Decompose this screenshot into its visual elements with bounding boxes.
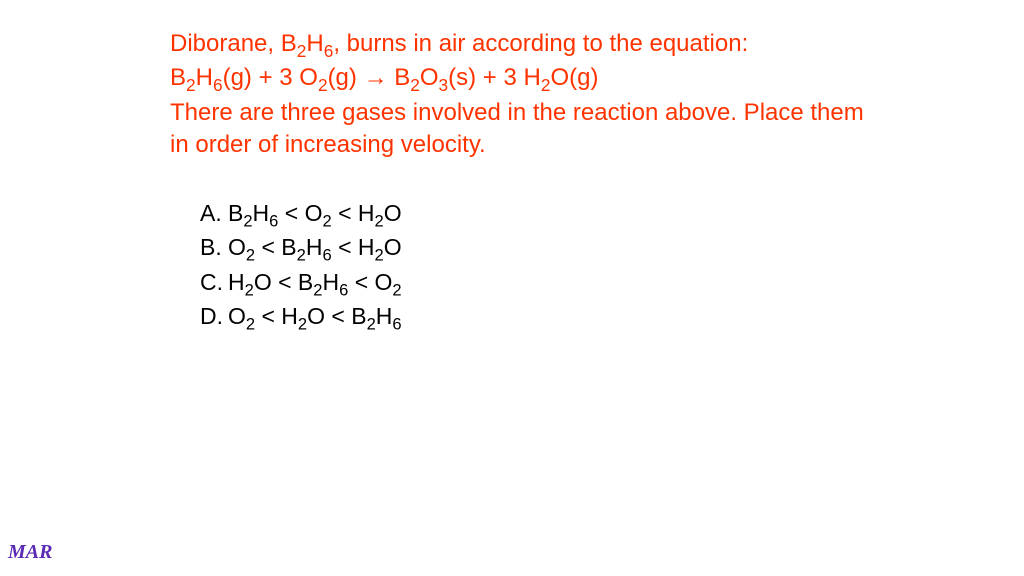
text: B	[170, 64, 186, 91]
text: O	[420, 64, 439, 91]
sub: 2	[186, 75, 196, 95]
text: (g) + 3 O	[223, 64, 318, 91]
option-text: B2H6 < O2 < H2O	[228, 196, 402, 231]
text: H	[196, 64, 213, 91]
option-text: H2O < B2H6 < O2	[228, 265, 402, 300]
t: < H	[332, 234, 375, 260]
t: < O	[348, 269, 392, 295]
sub: 2	[297, 41, 307, 61]
t: O	[228, 303, 246, 329]
t: O	[384, 234, 402, 260]
option-b: B. O2 < B2H6 < H2O	[200, 230, 870, 265]
t: O < B	[307, 303, 366, 329]
sub: 2	[297, 246, 306, 265]
text: O(g)	[550, 64, 598, 91]
sub: 6	[339, 280, 348, 299]
sub: 2	[246, 315, 255, 334]
sub: 2	[375, 211, 384, 230]
sub: 2	[246, 246, 255, 265]
t: H	[322, 269, 339, 295]
t: B	[228, 200, 243, 226]
sub: 2	[243, 211, 252, 230]
option-a: A. B2H6 < O2 < H2O	[200, 196, 870, 231]
sub: 6	[213, 75, 223, 95]
sub: 2	[298, 315, 307, 334]
sub: 3	[439, 75, 449, 95]
sub: 2	[392, 280, 401, 299]
option-letter: D.	[200, 299, 228, 334]
footer-signature: MAR	[8, 541, 52, 564]
sub: 6	[392, 315, 401, 334]
sub: 6	[324, 41, 334, 61]
sub: 2	[318, 75, 328, 95]
option-letter: B.	[200, 230, 228, 265]
text: H	[306, 30, 323, 57]
sub: 2	[410, 75, 420, 95]
question-equation: B2H6(g) + 3 O2(g) → B2O3(s) + 3 H2O(g)	[170, 62, 870, 94]
t: H	[376, 303, 393, 329]
option-letter: A.	[200, 196, 228, 231]
question-block: Diborane, B2H6, burns in air according t…	[170, 28, 870, 162]
option-text: O2 < B2H6 < H2O	[228, 230, 402, 265]
question-prompt: There are three gases involved in the re…	[170, 97, 870, 162]
option-c: C. H2O < B2H6 < O2	[200, 265, 870, 300]
question-intro: Diborane, B2H6, burns in air according t…	[170, 28, 870, 60]
text: (s) + 3 H	[448, 64, 541, 91]
t: < O	[278, 200, 322, 226]
option-text: O2 < H2O < B2H6	[228, 299, 402, 334]
t: < H	[255, 303, 298, 329]
t: H	[253, 200, 270, 226]
t: H	[306, 234, 323, 260]
sub: 2	[245, 280, 254, 299]
sub: 2	[541, 75, 551, 95]
text: Diborane, B	[170, 30, 297, 57]
t: H	[228, 269, 245, 295]
option-letter: C.	[200, 265, 228, 300]
sub: 6	[269, 211, 278, 230]
t: O < B	[254, 269, 313, 295]
t: O	[384, 200, 402, 226]
slide-content: Diborane, B2H6, burns in air according t…	[170, 28, 870, 334]
t: < B	[255, 234, 297, 260]
option-d: D. O2 < H2O < B2H6	[200, 299, 870, 334]
sub: 2	[375, 246, 384, 265]
sub: 2	[367, 315, 376, 334]
t: O	[228, 234, 246, 260]
text: , burns in air according to the equation…	[333, 30, 748, 57]
t: < H	[332, 200, 375, 226]
sub: 2	[322, 211, 331, 230]
options-list: A. B2H6 < O2 < H2O B. O2 < B2H6 < H2O C.…	[200, 196, 870, 334]
sub: 6	[322, 246, 331, 265]
text: (g) → B	[328, 64, 411, 91]
